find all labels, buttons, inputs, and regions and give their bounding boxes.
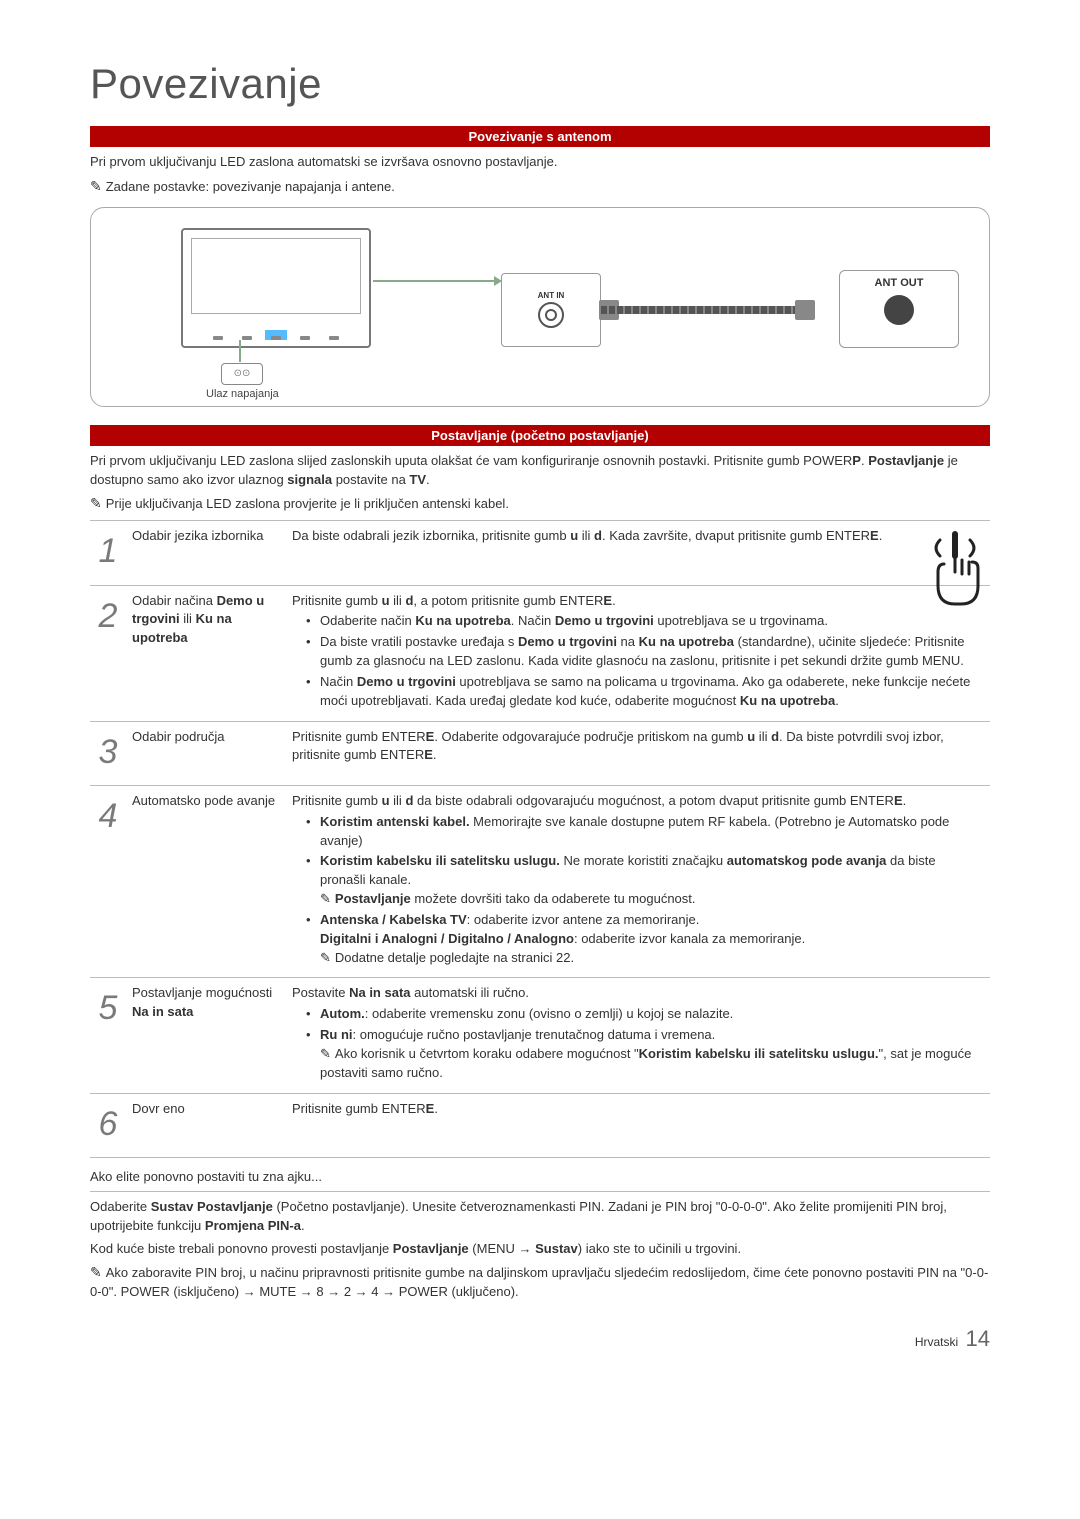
step-label: Odabir načina Demo u trgovini ili Ku na … bbox=[126, 585, 286, 721]
antenna-note: Zadane postavke: povezivanje napajanja i… bbox=[90, 176, 990, 197]
step-body: Pritisnite gumb ENTERE. Odaberite odgova… bbox=[286, 721, 990, 785]
step-body: Postavite Na in sata automatski ili ručn… bbox=[286, 978, 990, 1093]
step-body: Pritisnite gumb u ili d da biste odabral… bbox=[286, 785, 990, 978]
section-heading-antenna: Povezivanje s antenom bbox=[90, 126, 990, 147]
power-input-icon bbox=[221, 363, 263, 385]
step-label: Postavljanje mogućnosti Na in sata bbox=[126, 978, 286, 1093]
setup-intro: Pri prvom uključivanju LED zaslona slije… bbox=[90, 452, 990, 490]
step-number: 4 bbox=[90, 785, 126, 978]
step-number: 3 bbox=[90, 721, 126, 785]
step-body: Pritisnite gumb ENTERE. bbox=[286, 1093, 990, 1157]
step-body: Pritisnite gumb u ili d, a potom pritisn… bbox=[286, 585, 990, 721]
section-heading-setup: Postavljanje (početno postavljanje) bbox=[90, 425, 990, 446]
touch-icon bbox=[920, 524, 990, 614]
antenna-intro: Pri prvom uključivanju LED zaslona autom… bbox=[90, 153, 990, 172]
ant-in-panel: ANT IN bbox=[501, 273, 601, 347]
connection-diagram: Ulaz napajanja ANT IN ANT OUT bbox=[90, 207, 990, 407]
page-number: Hrvatski 14 bbox=[90, 1326, 990, 1352]
step-number: 1 bbox=[90, 521, 126, 585]
step-label: Automatsko pode avanje bbox=[126, 785, 286, 978]
step-number: 6 bbox=[90, 1093, 126, 1157]
cable-icon bbox=[601, 306, 801, 314]
steps-table: 1 Odabir jezika izbornika Da biste odabr… bbox=[90, 520, 990, 1158]
step-label: Odabir područja bbox=[126, 721, 286, 785]
step-number: 2 bbox=[90, 585, 126, 721]
ant-out-label: ANT OUT bbox=[840, 277, 958, 289]
setup-note: Prije uključivanja LED zaslona provjerit… bbox=[90, 493, 990, 514]
step-number: 5 bbox=[90, 978, 126, 1093]
step-label: Dovr eno bbox=[126, 1093, 286, 1157]
step-body: Da biste odabrali jezik izbornika, priti… bbox=[286, 521, 990, 585]
ant-out-panel: ANT OUT bbox=[839, 270, 959, 348]
footer-heading: Ako elite ponovno postaviti tu zna ajku.… bbox=[90, 1168, 990, 1187]
tv-outline bbox=[181, 228, 371, 348]
page-title: Povezivanje bbox=[90, 60, 990, 108]
footer-note: Ako zaboravite PIN broj, u načinu pripra… bbox=[90, 1262, 990, 1302]
ant-in-label: ANT IN bbox=[538, 291, 565, 300]
power-input-label: Ulaz napajanja bbox=[206, 388, 279, 400]
footer-block: Ako elite ponovno postaviti tu zna ajku.… bbox=[90, 1168, 990, 1302]
step-label: Odabir jezika izbornika bbox=[126, 521, 286, 585]
coax-icon bbox=[538, 302, 564, 328]
